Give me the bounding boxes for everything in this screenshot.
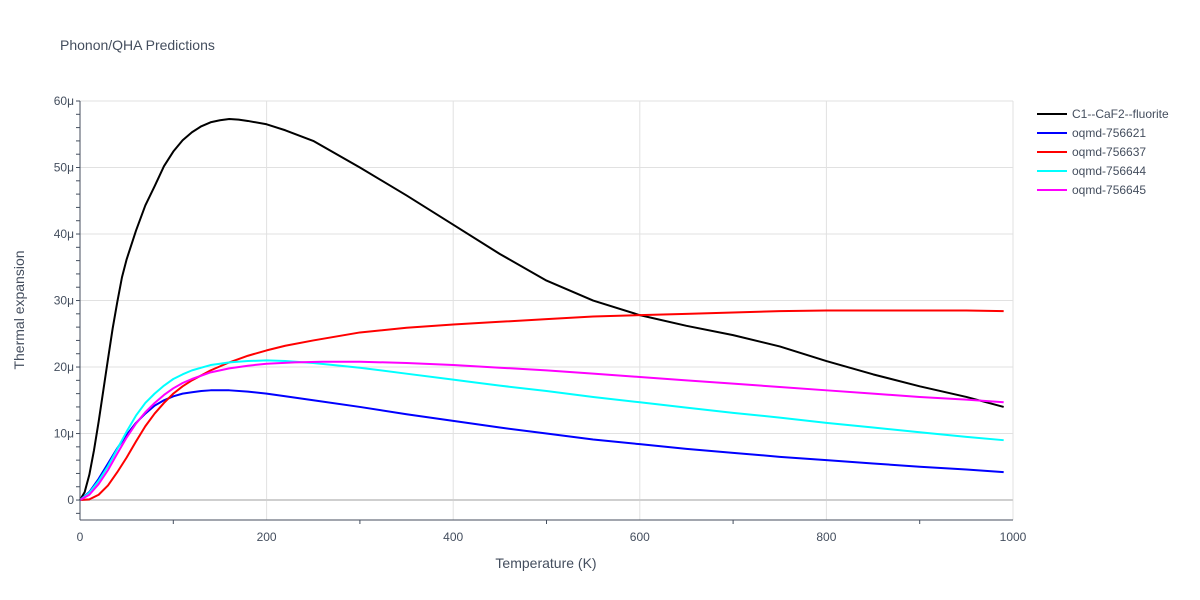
legend-label: oqmd-756644 [1072,164,1146,178]
x-tick-label: 400 [443,530,463,544]
chart-title: Phonon/QHA Predictions [60,37,215,53]
x-tick-label: 200 [257,530,277,544]
series-line-oqmd-756621 [79,389,1004,501]
axes [76,100,1013,524]
series-line-oqmd-756644 [79,359,1004,501]
y-tick-label: 30μ [54,294,74,308]
x-tick-label: 600 [630,530,650,544]
y-tick-label: 60μ [54,94,74,108]
legend-label: C1--CaF2--fluorite [1072,107,1169,121]
x-tick-label: 1000 [1000,530,1027,544]
x-axis-ticks: 0 200 400 600 800 1000 [77,530,1027,544]
x-tick-label: 0 [77,530,84,544]
series-line-oqmd-756645 [79,360,1004,501]
y-axis-ticks: 0 10μ 20μ 30μ 40μ 50μ 60μ [54,94,75,507]
legend-label: oqmd-756621 [1072,126,1146,140]
legend-label: oqmd-756637 [1072,145,1146,159]
y-tick-label: 50μ [54,161,74,175]
x-tick-label: 800 [816,530,836,544]
y-axis-title: Thermal expansion [11,250,27,369]
y-tick-label: 40μ [54,227,74,241]
x-axis-title: Temperature (K) [495,555,596,571]
series-line-oqmd-756637 [79,309,1004,502]
legend: C1--CaF2--fluorite oqmd-756621 oqmd-756637… [1037,107,1169,197]
y-tick-label: 0 [67,493,74,507]
series-layer [79,117,1004,502]
y-tick-label: 20μ [54,360,74,374]
legend-label: oqmd-756645 [1072,183,1146,197]
series-line-C1--CaF2--fluorite [79,117,1004,501]
y-tick-label: 10μ [54,427,74,441]
